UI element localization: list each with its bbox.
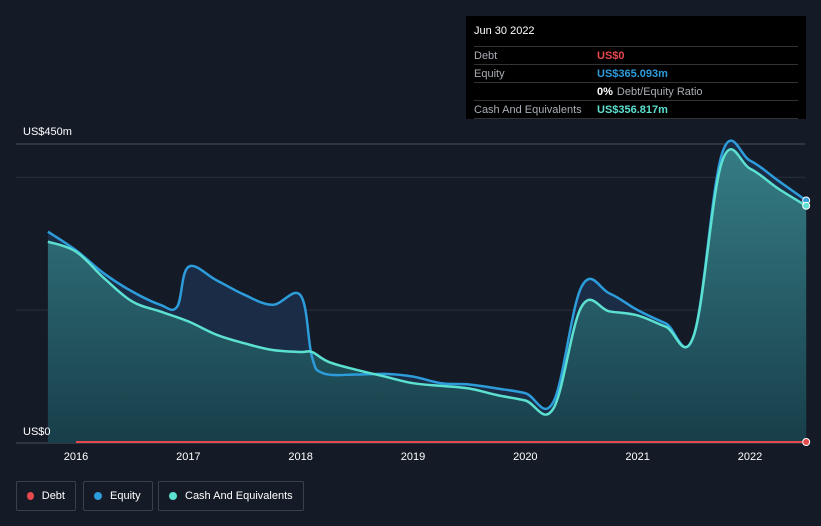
tooltip-label: Cash And Equivalents [474, 104, 582, 116]
y-axis-max-label: US$450m [23, 126, 72, 138]
tooltip-label [474, 84, 597, 100]
x-tick-label: 2020 [513, 451, 537, 463]
legend-label: Cash And Equivalents [185, 490, 293, 502]
y-axis-min-label: US$0 [23, 426, 51, 438]
x-tick-label: 2018 [288, 451, 312, 463]
x-tick-label: 2016 [64, 451, 88, 463]
end-marker [802, 438, 811, 446]
tooltip-ratio-label: Debt/Equity Ratio [616, 86, 703, 98]
cash-area [47, 149, 807, 443]
x-axis-ticks: 2016 2017 2018 2019 2020 2021 2022 [64, 451, 762, 463]
x-tick-label: 2022 [738, 451, 762, 463]
tooltip-value: 0% [597, 86, 613, 98]
tooltip-panel: Jun 30 2022 Debt US$0 Equity US$365.093m… [466, 16, 806, 119]
equity-dot-icon [94, 492, 102, 500]
tooltip-label: Debt [474, 50, 498, 62]
cash-dot-icon [169, 492, 177, 500]
tooltip-row-ratio: 0% Debt/Equity Ratio [474, 83, 798, 101]
legend-item-equity[interactable]: Equity [83, 481, 153, 511]
tooltip-row-cash: Cash And Equivalents US$356.817m [474, 101, 798, 119]
x-tick-label: 2021 [625, 451, 649, 463]
cash-line [47, 148, 807, 416]
legend-item-cash[interactable]: Cash And Equivalents [158, 481, 304, 511]
end-markers [802, 196, 811, 446]
x-tick-label: 2019 [401, 451, 425, 463]
tooltip-date: Jun 30 2022 [474, 24, 798, 47]
legend-label: Equity [110, 490, 141, 502]
legend-label: Debt [41, 490, 65, 502]
tooltip-label: Equity [474, 68, 505, 80]
x-tick-label: 2017 [176, 451, 200, 463]
tooltip-value: US$0 [597, 50, 625, 62]
end-marker [802, 201, 811, 210]
tooltip-row-equity: Equity US$365.093m [474, 65, 798, 83]
debt-dot-icon [27, 492, 34, 500]
tooltip-row-debt: Debt US$0 [474, 47, 798, 65]
tooltip-value: US$365.093m [597, 68, 668, 80]
tooltip-value: US$356.817m [597, 104, 668, 116]
legend-item-debt[interactable]: Debt [16, 481, 76, 511]
